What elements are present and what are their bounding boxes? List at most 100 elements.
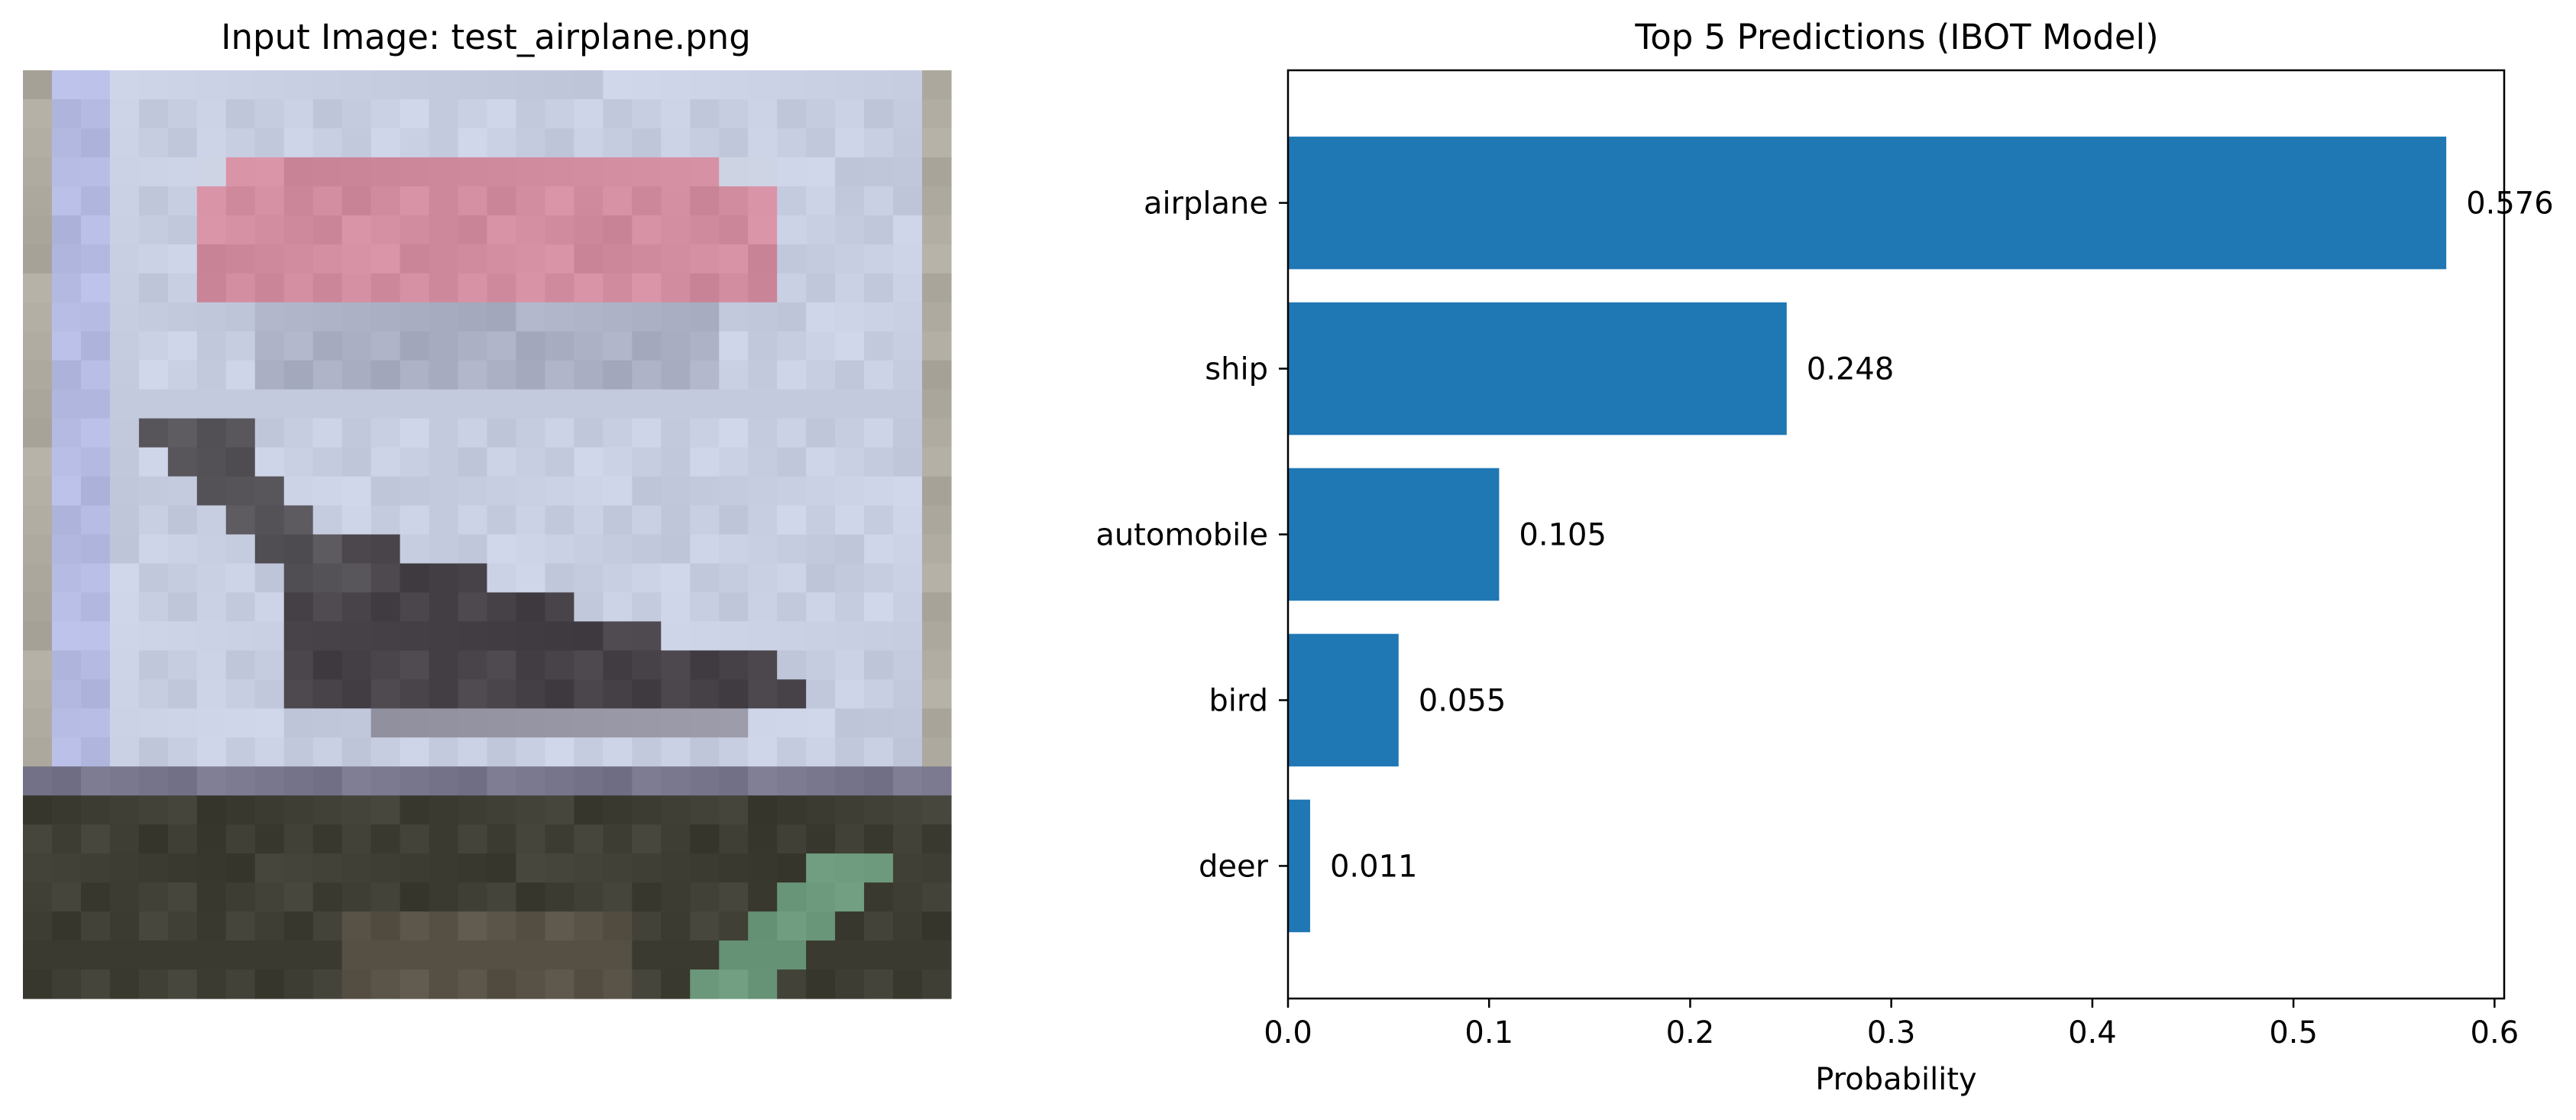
image-pixel — [487, 157, 517, 187]
image-pixel — [574, 244, 604, 274]
image-pixel — [138, 505, 169, 536]
image-pixel — [574, 621, 604, 651]
image-pixel — [603, 447, 633, 477]
image-pixel — [109, 331, 140, 361]
image-pixel — [748, 302, 778, 332]
x-tick-label: 0.1 — [1464, 1015, 1513, 1050]
image-pixel — [312, 795, 343, 825]
image-pixel — [312, 882, 343, 912]
image-pixel — [138, 157, 169, 187]
image-pixel — [806, 447, 836, 477]
image-pixel — [777, 766, 807, 796]
image-pixel — [312, 70, 343, 100]
image-pixel — [341, 737, 372, 767]
image-pixel — [516, 128, 546, 158]
image-pixel — [312, 766, 343, 796]
image-pixel — [458, 592, 488, 623]
image-pixel — [661, 882, 691, 912]
image-pixel — [864, 70, 894, 100]
image-pixel — [690, 853, 720, 883]
x-tick-label: 0.6 — [2471, 1015, 2519, 1050]
image-pixel — [719, 360, 749, 390]
image-pixel — [690, 563, 720, 594]
image-pixel — [603, 853, 633, 883]
image-pixel — [516, 389, 546, 419]
image-pixel — [225, 824, 256, 854]
image-pixel — [893, 302, 923, 332]
image-pixel — [167, 853, 198, 883]
image-pixel — [487, 882, 517, 912]
image-pixel — [254, 766, 285, 796]
image-pixel — [632, 70, 662, 100]
image-pixel — [516, 737, 546, 767]
image-pixel — [109, 273, 140, 303]
image-pixel — [603, 157, 633, 187]
image-pixel — [690, 418, 720, 448]
image-pixel — [487, 679, 517, 709]
image-pixel — [864, 505, 894, 536]
image-pixel — [806, 186, 836, 216]
image-pixel — [429, 969, 459, 999]
image-pixel — [893, 737, 923, 767]
image-pixel — [690, 70, 720, 100]
image-pixel — [283, 447, 314, 477]
image-pixel — [400, 766, 430, 796]
image-pixel — [487, 940, 517, 970]
image-pixel — [922, 911, 952, 941]
image-pixel — [225, 505, 256, 536]
image-pixel — [51, 128, 82, 158]
image-pixel — [690, 534, 720, 565]
image-pixel — [661, 128, 691, 158]
image-pixel — [254, 99, 285, 129]
image-pixel — [719, 795, 749, 825]
image-pixel — [487, 273, 517, 303]
image-pixel — [632, 505, 662, 536]
image-pixel — [748, 360, 778, 390]
image-pixel — [719, 70, 749, 100]
image-pixel — [80, 186, 111, 216]
image-pixel — [458, 389, 488, 419]
image-pixel — [690, 766, 720, 796]
image-pixel — [661, 853, 691, 883]
image-pixel — [893, 99, 923, 129]
image-pixel — [922, 99, 952, 129]
image-pixel — [516, 679, 546, 709]
image-pixel — [225, 969, 256, 999]
image-pixel — [80, 70, 111, 100]
image-pixel — [196, 360, 227, 390]
image-pixel — [371, 621, 401, 651]
y-tick-label-bird: bird — [1209, 683, 1268, 718]
image-pixel — [23, 447, 53, 477]
image-pixel — [283, 273, 314, 303]
image-pixel — [487, 99, 517, 129]
image-pixel — [516, 186, 546, 216]
image-pixel — [574, 940, 604, 970]
image-pixel — [632, 534, 662, 565]
image-pixel — [51, 534, 82, 565]
image-pixel — [80, 447, 111, 477]
image-pixel — [458, 505, 488, 536]
image-pixel — [109, 969, 140, 999]
image-pixel — [574, 708, 604, 738]
image-pixel — [371, 708, 401, 738]
image-pixel — [429, 331, 459, 361]
image-pixel — [23, 331, 53, 361]
image-pixel — [51, 389, 82, 419]
image-pixel — [864, 186, 894, 216]
image-pixel — [661, 679, 691, 709]
image-pixel — [835, 969, 865, 999]
image-pixel — [603, 795, 633, 825]
image-pixel — [632, 476, 662, 507]
image-pixel — [254, 534, 285, 565]
image-pixel — [864, 128, 894, 158]
image-pixel — [487, 766, 517, 796]
image-pixel — [777, 215, 807, 245]
image-pixel — [516, 418, 546, 448]
image-pixel — [458, 766, 488, 796]
image-pixel — [545, 766, 575, 796]
image-pixel — [864, 215, 894, 245]
image-pixel — [283, 563, 314, 594]
image-pixel — [51, 157, 82, 187]
image-pixel — [138, 99, 169, 129]
image-pixel — [167, 389, 198, 419]
